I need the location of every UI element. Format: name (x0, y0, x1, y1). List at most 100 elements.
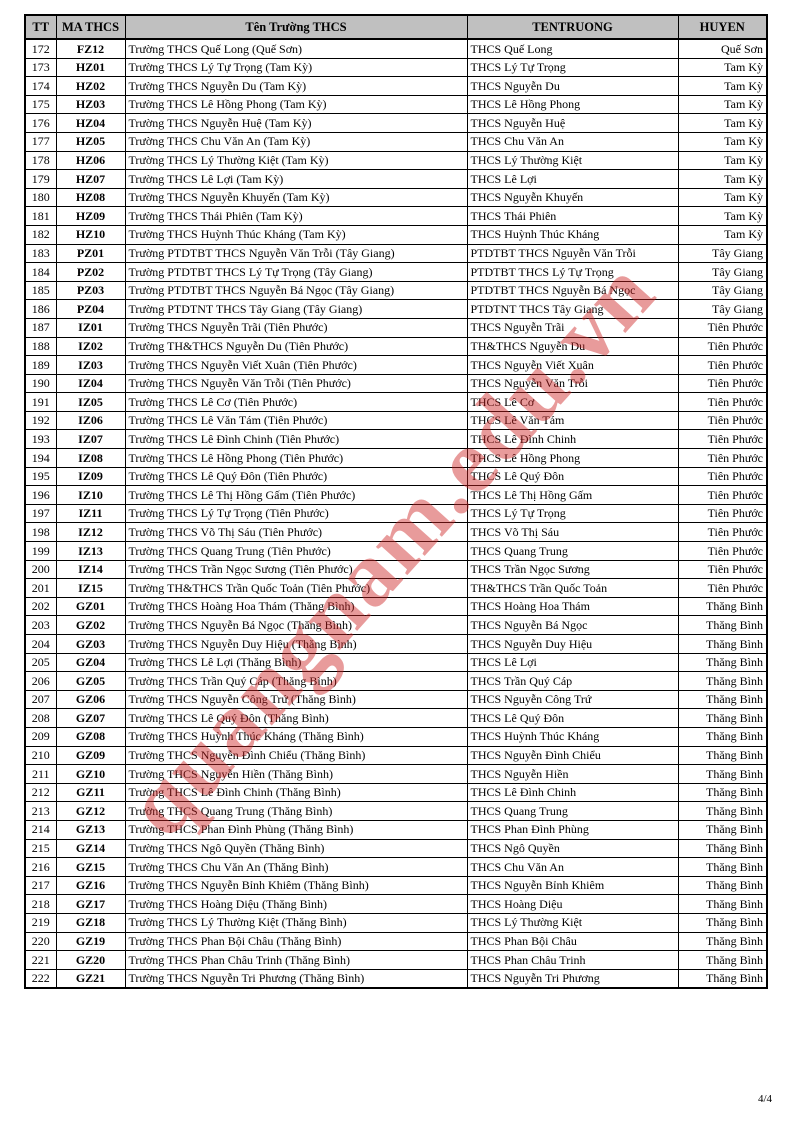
cell-ma: PZ03 (55, 280, 126, 301)
cell-tt: 210 (24, 745, 57, 766)
cell-tentruong: THCS Phan Châu Trinh (466, 950, 679, 970)
column-header-huyen: HUYEN (677, 14, 768, 40)
cell-ma: GZ21 (55, 968, 126, 989)
cell-ten: Trường THCS Lê Lợi (Tam Kỳ) (124, 169, 468, 189)
table-row: 199 IZ13 Trường THCS Quang Trung (Tiên Phư… (24, 541, 768, 561)
cell-huyen: Thăng Bình (677, 950, 768, 970)
header-row: TT MA THCS Tên Trường THCS TENTRUONG HUYEN (24, 14, 768, 40)
cell-huyen: Tam Kỳ (677, 57, 768, 78)
cell-tentruong: THCS Thái Phiên (466, 206, 679, 226)
cell-tentruong: THCS Nguyễn Du (466, 76, 679, 96)
cell-ma: HZ03 (55, 94, 126, 115)
table-row: 187 IZ01 Trường THCS Nguyễn Trãi (Tiên Phư… (24, 317, 768, 338)
cell-tt: 221 (24, 950, 57, 970)
cell-ma: GZ10 (55, 764, 126, 784)
cell-ten: Trường THCS Nguyễn Công Trứ (Thăng Bình) (124, 689, 468, 710)
cell-tentruong: THCS Lê Đình Chinh (466, 429, 679, 450)
cell-ten: Trường THCS Nguyễn Khuyến (Tam Kỳ) (124, 187, 468, 208)
cell-ten: Trường THCS Huỳnh Thúc Kháng (Tam Kỳ) (124, 224, 468, 245)
cell-huyen: Thăng Bình (677, 764, 768, 784)
cell-tt: 207 (24, 689, 57, 710)
cell-ten: Trường TH&THCS Trần Quốc Toản (Tiên Phướ… (124, 578, 468, 598)
cell-huyen: Tiên Phước (677, 541, 768, 561)
cell-huyen: Tiên Phước (677, 392, 768, 412)
column-header-ten: Tên Trường THCS (124, 14, 468, 40)
cell-huyen: Thăng Bình (677, 968, 768, 989)
cell-tt: 196 (24, 485, 57, 505)
cell-ma: GZ13 (55, 819, 126, 840)
cell-ten: Trường THCS Nguyễn Huệ (Tam Kỳ) (124, 113, 468, 133)
cell-ma: IZ07 (55, 429, 126, 450)
cell-ten: Trường THCS Nguyễn Đình Chiểu (Thăng Bìn… (124, 745, 468, 766)
cell-tt: 173 (24, 57, 57, 78)
cell-tentruong: THCS Nguyễn Tri Phương (466, 968, 679, 989)
cell-tt: 201 (24, 578, 57, 598)
cell-huyen: Thăng Bình (677, 782, 768, 803)
table-row: 218 GZ17 Trường THCS Hoàng Diệu (Thăng Bìn… (24, 894, 768, 914)
cell-tentruong: THCS Huỳnh Thúc Kháng (466, 224, 679, 245)
column-header-ma: MA THCS (55, 14, 126, 40)
cell-tentruong: PTDTBT THCS Nguyễn Văn Trỗi (466, 243, 679, 264)
table-row: 216 GZ15 Trường THCS Chu Văn An (Thăng Bìn… (24, 857, 768, 877)
cell-huyen: Tây Giang (677, 299, 768, 319)
cell-ma: IZ08 (55, 448, 126, 468)
cell-tentruong: THCS Quang Trung (466, 541, 679, 561)
cell-tt: 198 (24, 522, 57, 543)
cell-ten: Trường THCS Trần Quý Cáp (Thăng Bình) (124, 671, 468, 691)
cell-ma: IZ11 (55, 503, 126, 524)
cell-huyen: Thăng Bình (677, 912, 768, 933)
cell-tentruong: THCS Lý Tự Trọng (466, 503, 679, 524)
cell-huyen: Tây Giang (677, 262, 768, 282)
table-row: 210 GZ09 Trường THCS Nguyễn Đình Chiểu (Th… (24, 745, 768, 766)
table-row: 213 GZ12 Trường THCS Quang Trung (Thăng Bì… (24, 801, 768, 821)
cell-tentruong: THCS Nguyễn Khuyến (466, 187, 679, 208)
table-row: 208 GZ07 Trường THCS Lê Quý Đôn (Thăng Bìn… (24, 708, 768, 728)
cell-tentruong: THCS Lê Lợi (466, 169, 679, 189)
cell-tt: 180 (24, 187, 57, 208)
cell-ma: GZ19 (55, 931, 126, 952)
cell-huyen: Thăng Bình (677, 671, 768, 691)
cell-ma: HZ06 (55, 150, 126, 171)
column-header-tentruong: TENTRUONG (466, 14, 679, 40)
cell-huyen: Tam Kỳ (677, 131, 768, 152)
cell-tentruong: PTDTBT THCS Lý Tự Trọng (466, 262, 679, 282)
cell-huyen: Tam Kỳ (677, 224, 768, 245)
cell-tt: 206 (24, 671, 57, 691)
cell-tentruong: THCS Chu Văn An (466, 857, 679, 877)
cell-ten: Trường PTDTBT THCS Lý Tự Trọng (Tây Gian… (124, 262, 468, 282)
table-row: 176 HZ04 Trường THCS Nguyễn Huệ (Tam Kỳ) TH… (24, 113, 768, 133)
cell-ten: Trường THCS Võ Thị Sáu (Tiên Phước) (124, 522, 468, 543)
cell-tt: 197 (24, 503, 57, 524)
cell-tt: 205 (24, 652, 57, 673)
cell-tentruong: PTDTBT THCS Nguyễn Bá Ngọc (466, 280, 679, 301)
cell-tt: 181 (24, 206, 57, 226)
table-row: 222 GZ21 Trường THCS Nguyễn Tri Phương (Th… (24, 968, 768, 989)
cell-ten: Trường THCS Chu Văn An (Tam Kỳ) (124, 131, 468, 152)
cell-huyen: Tam Kỳ (677, 206, 768, 226)
cell-huyen: Tiên Phước (677, 317, 768, 338)
cell-tentruong: THCS Nguyễn Văn Trỗi (466, 373, 679, 394)
table-row: 201 IZ15 Trường TH&THCS Trần Quốc Toản (Ti… (24, 578, 768, 598)
cell-ten: Trường PTDTBT THCS Nguyễn Văn Trỗi (Tây … (124, 243, 468, 264)
cell-ma: HZ09 (55, 206, 126, 226)
cell-tt: 195 (24, 466, 57, 487)
cell-tentruong: THCS Quang Trung (466, 801, 679, 821)
cell-ten: Trường THCS Lê Lợi (Thăng Bình) (124, 652, 468, 673)
cell-tentruong: THCS Lê Đình Chinh (466, 782, 679, 803)
cell-ten: Trường THCS Nguyễn Trãi (Tiên Phước) (124, 317, 468, 338)
cell-ma: IZ10 (55, 485, 126, 505)
cell-ten: Trường THCS Lý Tự Trọng (Tiên Phước) (124, 503, 468, 524)
table-row: 220 GZ19 Trường THCS Phan Bội Châu (Thăng … (24, 931, 768, 952)
cell-ma: GZ08 (55, 726, 126, 747)
table-row: 207 GZ06 Trường THCS Nguyễn Công Trứ (Thăn… (24, 689, 768, 710)
table-row: 174 HZ02 Trường THCS Nguyễn Du (Tam Kỳ) THC… (24, 76, 768, 96)
table-row: 215 GZ14 Trường THCS Ngô Quyền (Thăng Bình… (24, 838, 768, 859)
cell-huyen: Tiên Phước (677, 429, 768, 450)
cell-tt: 208 (24, 708, 57, 728)
cell-tt: 204 (24, 634, 57, 654)
table-row: 188 IZ02 Trường TH&THCS Nguyễn Du (Tiên Ph… (24, 336, 768, 357)
cell-huyen: Tiên Phước (677, 373, 768, 394)
cell-huyen: Thăng Bình (677, 745, 768, 766)
cell-ma: PZ01 (55, 243, 126, 264)
cell-tentruong: THCS Quế Long (466, 38, 679, 59)
